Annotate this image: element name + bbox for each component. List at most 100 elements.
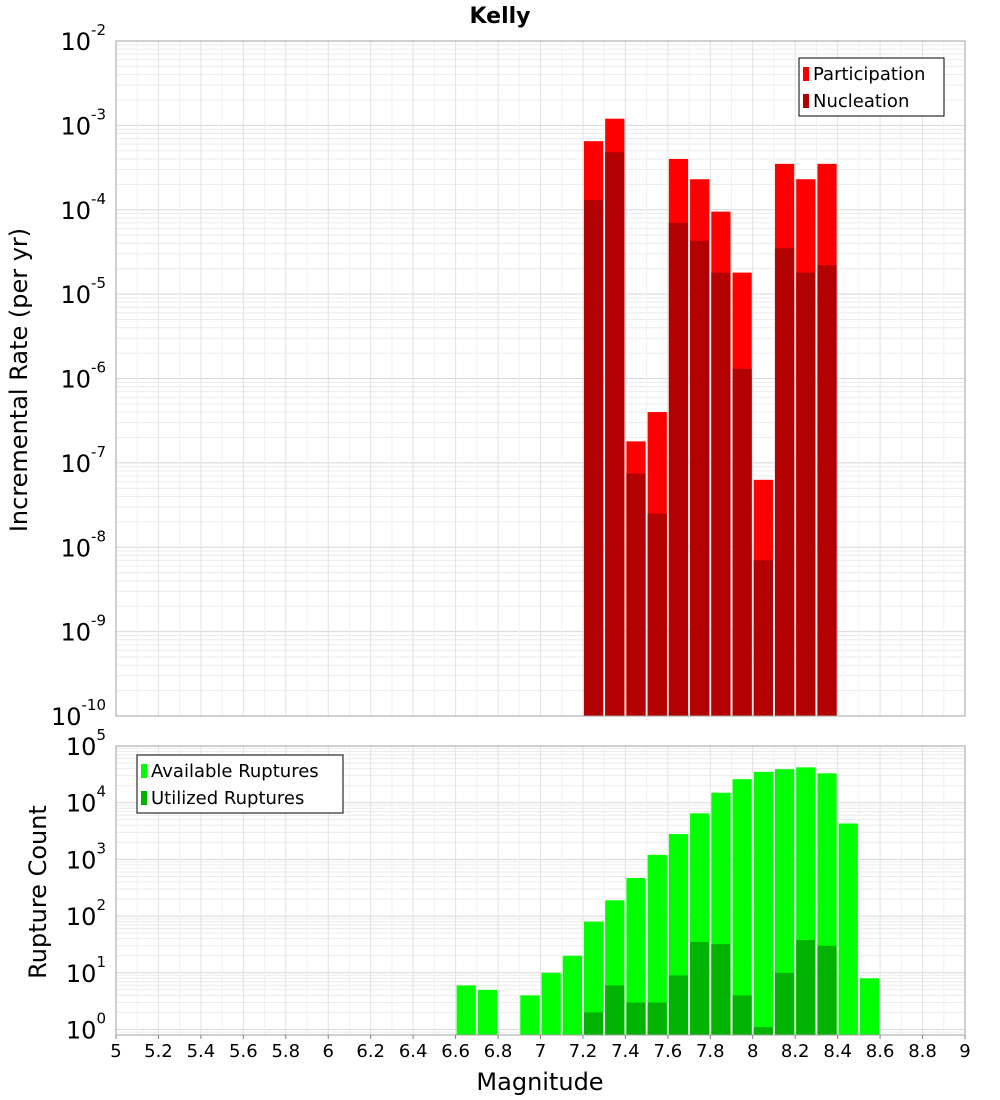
y-tick-label: 10-5 — [60, 274, 106, 309]
bar — [690, 941, 710, 1035]
bar — [859, 978, 880, 1035]
legend-entry: Nucleation — [813, 91, 909, 112]
x-tick-label: 7.8 — [696, 1041, 725, 1062]
bar — [796, 939, 816, 1035]
bar — [732, 779, 752, 1035]
legend-swatch — [141, 764, 147, 778]
bar — [583, 1012, 604, 1035]
x-tick-label: 5.4 — [187, 1041, 216, 1062]
y-tick-label: 104 — [66, 783, 106, 818]
bar — [562, 955, 582, 1035]
top-legend: Participation Nucleation — [798, 57, 945, 117]
x-tick-label: 7.4 — [611, 1041, 640, 1062]
bar — [732, 995, 752, 1035]
x-tick-label: 7.6 — [654, 1041, 683, 1062]
top-bars — [583, 118, 837, 717]
x-tick-label: 6.4 — [399, 1041, 428, 1062]
y-tick-label: 10-4 — [60, 190, 106, 225]
y-tick-label: 10-7 — [60, 443, 106, 478]
legend-swatch — [803, 94, 809, 108]
bar — [774, 769, 795, 1035]
bar — [668, 222, 689, 716]
y-tick-label: 102 — [66, 896, 106, 931]
x-tick-label: 8.2 — [781, 1041, 810, 1062]
bar — [774, 248, 795, 717]
bar — [583, 200, 604, 716]
x-tick-label: 6.2 — [356, 1041, 385, 1062]
bar — [711, 272, 731, 716]
x-tick-label: 8 — [747, 1041, 758, 1062]
bar — [456, 985, 476, 1035]
legend-entry: Utilized Ruptures — [151, 788, 304, 809]
bar — [753, 771, 773, 1035]
bar — [520, 995, 540, 1035]
x-axis-label: Magnitude — [476, 1068, 603, 1096]
bar — [732, 368, 752, 716]
chart-title: Kelly — [469, 4, 530, 29]
bar — [647, 1002, 667, 1035]
y-tick-label: 103 — [66, 839, 106, 874]
legend-entry: Available Ruptures — [151, 761, 319, 782]
bottom-legend: Available Ruptures Utilized Ruptures — [136, 754, 344, 814]
bar — [817, 265, 837, 716]
legend-swatch — [803, 67, 809, 81]
bar — [753, 560, 773, 716]
bar — [838, 823, 858, 1035]
legend-swatch — [141, 791, 147, 805]
top-y-axis-label: Incremental Rate (per yr) — [5, 228, 33, 532]
top-series-inner — [583, 152, 837, 717]
top-y-ticks: 10-10 10-9 10-8 10-7 10-6 10-5 10-4 10-3 10-2 — [51, 21, 106, 731]
legend-box — [136, 754, 344, 814]
y-tick-label: 100 — [66, 1010, 106, 1045]
bottom-bars — [456, 767, 880, 1035]
y-tick-label: 10-6 — [60, 359, 106, 394]
y-tick-label: 10-3 — [60, 105, 106, 140]
bottom-y-ticks: 100 101 102 103 104 105 — [66, 726, 106, 1045]
legend-box — [798, 57, 945, 117]
x-tick-label: 6.8 — [484, 1041, 513, 1062]
x-tick-label: 7.2 — [569, 1041, 598, 1062]
bar — [626, 1002, 646, 1035]
top-panel: 10-10 10-9 10-8 10-7 10-6 10-5 10-4 10-3 10-2 Par… — [51, 21, 966, 731]
bar — [711, 944, 731, 1035]
bar — [626, 877, 646, 1035]
y-tick-label: 10-10 — [51, 696, 106, 731]
x-tick-label: 5.2 — [144, 1041, 173, 1062]
x-tick-label: 6.6 — [441, 1041, 470, 1062]
x-tick-label: 5.8 — [271, 1041, 300, 1062]
bar — [817, 945, 837, 1035]
y-tick-label: 10-2 — [60, 21, 106, 56]
y-tick-label: 10-9 — [60, 612, 106, 647]
y-tick-label: 105 — [66, 726, 106, 761]
bottom-series-inner — [583, 939, 837, 1035]
bar — [796, 272, 816, 716]
bar — [753, 1027, 773, 1035]
bar — [477, 989, 498, 1035]
bar — [668, 975, 689, 1035]
x-ticks: 5 5.2 5.4 5.6 5.8 6 6.2 6.4 6.6 6.8 7 7.2 7.4 7.6 7.8 8… — [110, 1035, 971, 1062]
bar — [541, 972, 561, 1035]
x-tick-label: 8.4 — [823, 1041, 852, 1062]
bar — [774, 972, 795, 1035]
bar — [626, 473, 646, 716]
bar — [583, 921, 604, 1035]
x-tick-label: 8.8 — [908, 1041, 937, 1062]
y-tick-label: 101 — [66, 953, 106, 988]
x-tick-label: 6 — [323, 1041, 334, 1062]
bar — [605, 152, 625, 716]
x-tick-label: 5 — [110, 1041, 121, 1062]
y-tick-label: 10-8 — [60, 527, 106, 562]
bar — [647, 513, 667, 716]
bottom-panel: 100 101 102 103 104 105 5 5.2 5.4 5.6 5.8 6 6.2 6.4 6.… — [66, 726, 971, 1062]
top-plot-border — [115, 40, 966, 717]
bottom-y-axis-label: Rupture Count — [24, 805, 52, 979]
x-tick-label: 8.6 — [866, 1041, 895, 1062]
x-tick-label: 9 — [959, 1041, 970, 1062]
top-gridlines — [115, 41, 966, 717]
bar — [690, 240, 710, 717]
x-tick-label: 7 — [535, 1041, 546, 1062]
x-tick-label: 5.6 — [229, 1041, 258, 1062]
legend-entry: Participation — [813, 64, 925, 85]
bar — [605, 985, 625, 1035]
